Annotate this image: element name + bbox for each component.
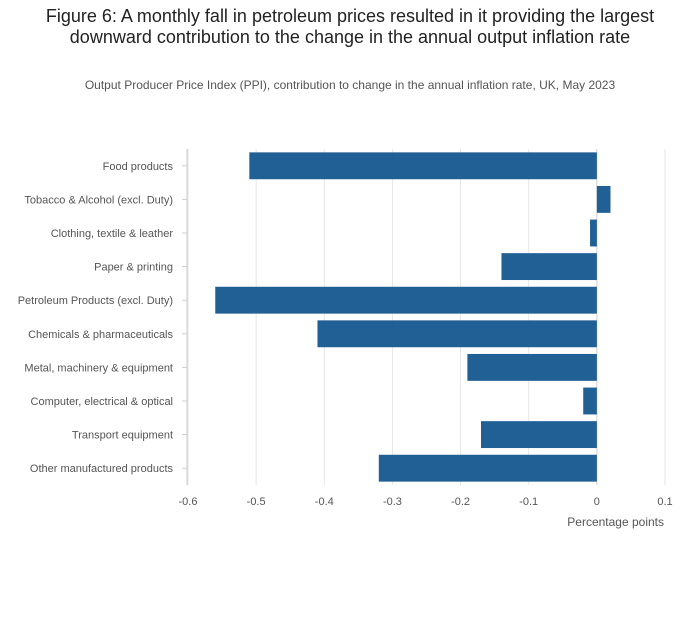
bar [481, 421, 597, 449]
x-tick-label: 0 [594, 496, 600, 508]
bar [317, 320, 597, 348]
chart-subtitle: Output Producer Price Index (PPI), contr… [84, 78, 616, 92]
bars [215, 152, 611, 482]
x-tick-label: -0.1 [519, 496, 538, 508]
bar [596, 185, 611, 213]
x-tick-label: 0.1 [657, 496, 672, 508]
category-label: Transport equipment [72, 430, 173, 442]
bar [501, 253, 597, 281]
x-tick-label: -0.6 [179, 496, 198, 508]
category-label: Computer, electrical & optical [31, 396, 173, 408]
bar [215, 286, 597, 314]
category-label: Food products [103, 161, 174, 173]
x-tick-label: -0.3 [383, 496, 402, 508]
bar [583, 387, 597, 415]
bar [249, 152, 597, 180]
category-label: Paper & printing [94, 262, 173, 274]
category-label: Chemicals & pharmaceuticals [28, 329, 173, 341]
bar [590, 219, 597, 247]
bar [467, 353, 597, 381]
x-tick-label: -0.5 [247, 496, 266, 508]
chart-title: Figure 6: A monthly fall in petroleum pr… [45, 6, 655, 47]
category-label: Metal, machinery & equipment [24, 362, 173, 374]
category-label: Tobacco & Alcohol (excl. Duty) [24, 194, 173, 206]
axes: -0.6 -0.5 -0.4 -0.3 -0.2 -0.1 0 0.1 Food product… [18, 149, 673, 508]
x-axis-title: Percentage points [567, 515, 664, 529]
bar [378, 454, 597, 482]
x-tick-label: -0.4 [315, 496, 334, 508]
x-tick-label: -0.2 [451, 496, 470, 508]
category-label: Clothing, textile & leather [51, 228, 174, 240]
category-label: Petroleum Products (excl. Duty) [18, 295, 173, 307]
category-label: Other manufactured products [30, 463, 174, 475]
